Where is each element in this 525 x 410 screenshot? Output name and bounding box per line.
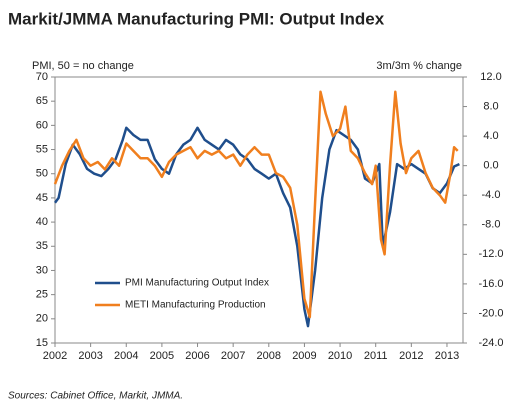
x-tick-label: 2011 xyxy=(364,350,388,362)
y-tick-label: 15 xyxy=(36,337,48,349)
y-tick-label: 65 xyxy=(36,95,48,107)
y-tick-label: 20 xyxy=(36,313,48,325)
y2-tick-label: -24.0 xyxy=(478,337,503,349)
x-tick-label: 2010 xyxy=(328,350,352,362)
y-tick-label: 70 xyxy=(36,71,48,83)
x-tick-label: 2004 xyxy=(114,350,138,362)
series-line xyxy=(53,90,459,319)
y2-tick-label: 8.0 xyxy=(483,100,498,112)
y-tick-label: 45 xyxy=(36,192,48,204)
y-tick-label: 35 xyxy=(36,240,48,252)
y2-axis-label: 3m/3m % change xyxy=(376,60,462,72)
y-tick-label: 30 xyxy=(36,264,48,276)
source: Sources: Cabinet Office, Markit, JMMA. xyxy=(8,391,183,402)
y2-tick-label: -4.0 xyxy=(482,189,501,201)
x-tick-label: 2013 xyxy=(435,350,459,362)
y2-tick-label: -20.0 xyxy=(478,307,503,319)
y-tick-label: 40 xyxy=(36,216,48,228)
chart-title: Markit/JMMA Manufacturing PMI: Output In… xyxy=(8,9,385,28)
y2-tick-label: 4.0 xyxy=(483,130,498,142)
y2-tick-label: -16.0 xyxy=(478,278,503,290)
legend-label: METI Manufacturing Production xyxy=(125,300,266,311)
x-tick-label: 2005 xyxy=(150,350,174,362)
y2-tick-label: 12.0 xyxy=(480,71,501,83)
y2-tick-label: -12.0 xyxy=(478,248,503,260)
x-tick-label: 2012 xyxy=(399,350,423,362)
x-tick-label: 2007 xyxy=(221,350,245,362)
y-axis-label: PMI, 50 = no change xyxy=(32,60,134,72)
x-tick-label: 2002 xyxy=(43,350,67,362)
series-line xyxy=(54,126,460,328)
x-tick-label: 2003 xyxy=(78,350,102,362)
y2-tick-label: 0.0 xyxy=(483,160,498,172)
x-tick-label: 2008 xyxy=(257,350,281,362)
plot-frame xyxy=(54,76,464,344)
legend-label: PMI Manufacturing Output Index xyxy=(125,278,269,289)
x-tick-label: 2006 xyxy=(185,350,209,362)
y2-tick-label: -8.0 xyxy=(482,219,501,231)
y-tick-label: 25 xyxy=(36,289,48,301)
y-tick-label: 55 xyxy=(36,143,48,155)
y-tick-label: 60 xyxy=(36,119,48,131)
x-tick-label: 2009 xyxy=(292,350,316,362)
y-tick-label: 50 xyxy=(36,168,48,180)
